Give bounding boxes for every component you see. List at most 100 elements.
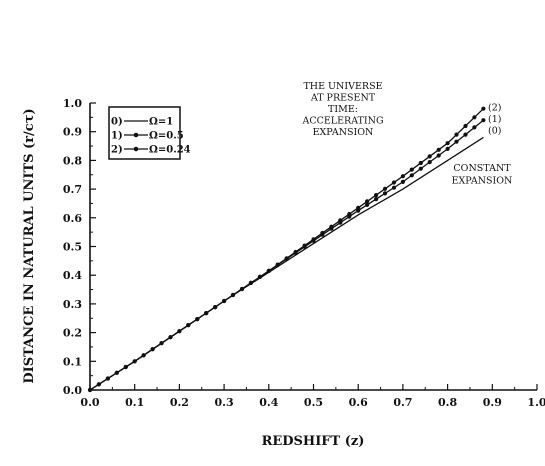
series-point-2	[418, 160, 423, 166]
series-point-1	[374, 197, 379, 202]
series-point-2	[141, 353, 146, 358]
series-point-2	[481, 106, 486, 111]
series-point-2	[347, 212, 352, 217]
series-point-1	[427, 160, 432, 165]
series-point-2	[114, 370, 119, 375]
series-point-2	[257, 274, 262, 279]
legend-box	[108, 106, 181, 160]
series-point-1	[445, 146, 450, 151]
series-point-2	[204, 311, 209, 316]
series-point-2	[382, 186, 388, 191]
x-tick-label: 0.5	[304, 396, 323, 409]
x-tick-label: 0.7	[393, 396, 412, 409]
y-tick-label: 0.2	[63, 327, 82, 340]
series-point-2	[338, 218, 343, 223]
y-tick-label: 0.7	[63, 183, 82, 196]
annotation-constant: EXPANSION	[452, 176, 513, 187]
series-point-2	[213, 305, 218, 310]
annotation-accelerating: THE UNIVERSE	[303, 81, 382, 92]
series-point-2	[177, 329, 182, 334]
legend-index: 0)	[111, 117, 123, 128]
series-point-2	[248, 280, 253, 285]
series-point-1	[391, 185, 397, 190]
end-label: (0)	[488, 125, 501, 136]
end-label: (1)	[488, 114, 501, 125]
series-point-2	[239, 286, 245, 292]
series-point-2	[436, 147, 441, 152]
legend-label: Ω=0.24	[149, 145, 191, 156]
series-point-1	[409, 173, 414, 178]
ticks: 0.0 0.1 0.2 0.3 0.4 0.5 0.6 0.7 0.8 0.9 1.0 0.0 0.1 0…	[63, 97, 545, 409]
series-point-2	[320, 230, 325, 236]
series-point-2	[454, 132, 459, 137]
legend-label: Ω=0.5	[149, 131, 184, 142]
x-tick-label: 0.4	[259, 396, 278, 409]
series-point-1	[382, 191, 388, 196]
annotation-constant: CONSTANT	[453, 163, 511, 174]
series-point-1	[436, 153, 441, 158]
series-point-2	[275, 262, 280, 267]
y-tick-label: 0.0	[63, 384, 82, 397]
series-point-1	[463, 132, 468, 137]
x-tick-label: 0.3	[215, 396, 234, 409]
legend-label: Ω=1	[149, 117, 173, 128]
x-tick-label: 1.0	[527, 396, 545, 409]
series-point-1	[454, 139, 459, 144]
x-axis-title: REDSHIFT (z)	[262, 434, 365, 449]
series-point-2	[186, 323, 191, 328]
y-tick-label: 0.3	[63, 298, 82, 311]
legend-marker	[133, 146, 139, 152]
legend-index: 2)	[111, 145, 123, 156]
series-point-2	[230, 292, 236, 298]
y-tick-label: 0.4	[63, 269, 82, 282]
series-point-2	[159, 341, 164, 346]
series-point-2	[374, 193, 379, 198]
series-point-1	[418, 166, 423, 171]
series-point-2	[150, 347, 155, 352]
annotation-accelerating: ACCELERATING	[301, 116, 383, 127]
series-line-2	[89, 108, 484, 391]
series-point-2	[302, 243, 307, 248]
annotation-accelerating: AT PRESENT	[310, 93, 376, 104]
y-tick-label: 0.8	[63, 154, 82, 167]
series-point-2	[329, 224, 334, 229]
series-point-2	[427, 154, 432, 159]
series-point-2	[105, 376, 110, 381]
series-point-2	[400, 174, 405, 179]
y-tick-label: 0.9	[63, 126, 82, 139]
y-tick-label: 0.1	[63, 355, 82, 368]
series-lines	[87, 106, 486, 393]
series-point-2	[96, 382, 101, 387]
x-tick-label: 0.8	[438, 396, 457, 409]
legend: 0) Ω=1 1) Ω=0.5 2) Ω=0.24	[108, 106, 191, 160]
annotation-accelerating: TIME:	[328, 104, 358, 115]
series-point-2	[284, 256, 289, 261]
series-point-2	[293, 249, 298, 255]
series-point-2	[195, 317, 200, 322]
y-tick-label: 0.6	[63, 212, 82, 225]
annotation-accelerating: EXPANSION	[313, 127, 374, 138]
series-point-1	[472, 125, 477, 130]
series-point-2	[445, 141, 450, 146]
series-point-1	[400, 179, 405, 184]
series-point-2	[87, 387, 93, 393]
series-point-2	[123, 364, 128, 370]
series-point-2	[391, 180, 397, 185]
series-point-2	[132, 359, 137, 364]
x-tick-label: 0.6	[349, 396, 368, 409]
x-tick-label: 0.1	[125, 396, 144, 409]
y-tick-label: 1.0	[63, 97, 82, 110]
x-tick-label: 0.9	[483, 396, 502, 409]
series-point-1	[365, 202, 370, 207]
series-point-2	[311, 237, 316, 242]
series-point-2	[266, 268, 271, 273]
y-tick-label: 0.5	[63, 241, 82, 254]
x-tick-label: 0.2	[170, 396, 189, 409]
series-point-2	[409, 167, 414, 172]
series-point-1	[481, 118, 486, 123]
series-point-2	[356, 205, 361, 210]
series-point-2	[168, 335, 173, 340]
series-point-2	[472, 115, 477, 120]
